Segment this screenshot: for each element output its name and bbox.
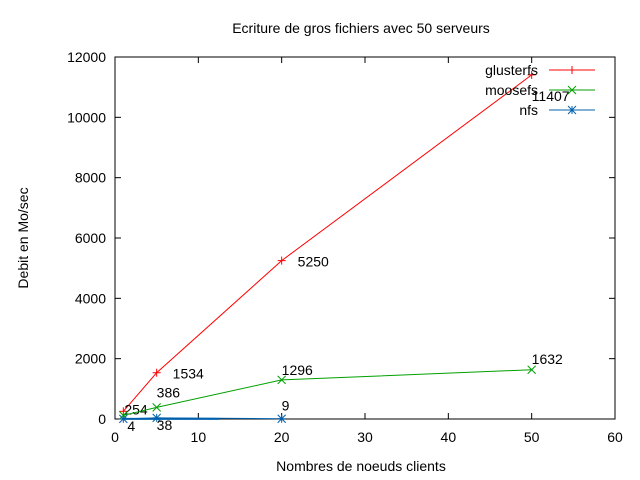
legend-marker: [567, 105, 577, 115]
y-axis-label: Debit en Mo/sec: [15, 187, 31, 288]
data-point: [277, 414, 287, 424]
data-point: [119, 407, 128, 416]
data-label: 4: [127, 418, 135, 434]
y-tick-label: 12000: [67, 49, 106, 65]
series-line-moosefs: [123, 369, 532, 416]
chart-title: Ecriture de gros fichiers avec 50 serveu…: [232, 20, 490, 36]
y-tick-label: 6000: [75, 230, 106, 246]
x-tick-label: 50: [524, 429, 540, 445]
x-tick-label: 0: [111, 429, 119, 445]
data-point: [277, 256, 286, 265]
legend-label: glusterfs: [485, 62, 538, 78]
x-axis-label: Nombres de noeuds clients: [276, 458, 446, 474]
y-tick-label: 0: [98, 411, 106, 427]
data-label: 5250: [298, 254, 329, 270]
data-label: 386: [157, 384, 181, 400]
y-tick-label: 10000: [67, 109, 106, 125]
y-tick-label: 2000: [75, 351, 106, 367]
data-point: [277, 375, 287, 385]
data-label: 9: [282, 398, 290, 414]
data-label: 38: [157, 417, 173, 433]
legend-marker: [567, 85, 577, 95]
data-point: [527, 70, 536, 79]
legend-marker: [568, 66, 576, 74]
y-tick-label: 4000: [75, 290, 106, 306]
series-line-glusterfs: [122, 74, 532, 412]
data-label: 1534: [173, 366, 204, 382]
data-label: 1632: [532, 351, 563, 367]
x-tick-label: 60: [607, 429, 623, 445]
data-label: 11407: [532, 88, 570, 104]
x-tick-label: 40: [441, 429, 457, 445]
x-tick-label: 30: [357, 429, 373, 445]
data-point: [152, 368, 161, 377]
x-tick-label: 20: [274, 429, 290, 445]
y-tick-label: 8000: [75, 170, 106, 186]
legend-label: nfs: [519, 102, 538, 118]
x-tick-label: 10: [191, 429, 207, 445]
data-point: [152, 413, 162, 423]
legend: glusterfs moosefs nfs: [485, 62, 595, 118]
data-label: 1296: [282, 362, 313, 378]
data-point: [527, 365, 537, 375]
data-point: [152, 403, 162, 412]
data-label: 254: [124, 401, 148, 417]
legend-label: moosefs: [485, 82, 538, 98]
